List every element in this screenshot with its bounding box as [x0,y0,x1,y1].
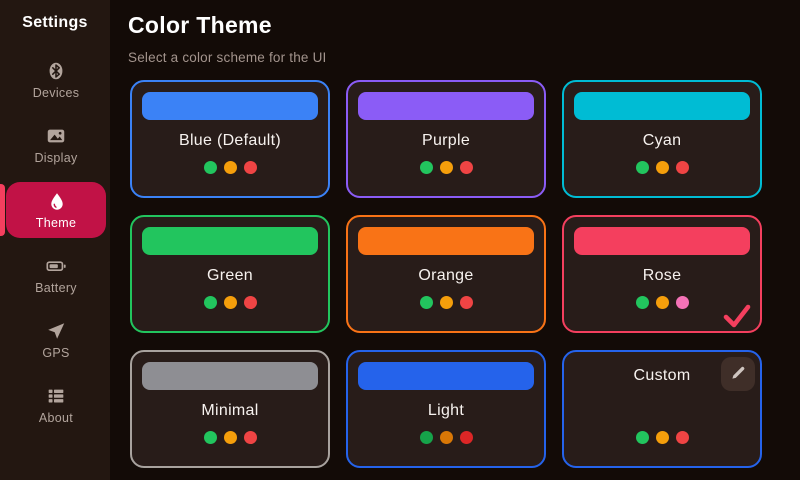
preview-dots [564,431,760,444]
preview-dots [348,296,544,309]
preview-dot [223,161,237,174]
theme-name: Minimal [201,402,259,419]
preview-dot [459,161,473,174]
preview-dot [675,296,689,309]
theme-card-purple[interactable]: Purple [346,80,546,198]
preview-dot [459,431,473,444]
theme-swatch [574,227,750,255]
theme-swatch [142,227,318,255]
droplet-icon [45,190,67,212]
sidebar-title: Settings [22,14,88,31]
preview-dot [635,161,649,174]
theme-swatch [358,362,534,390]
theme-grid: Blue (Default) Purple Cyan Green Orange Rose M… [130,80,762,468]
theme-name: Rose [642,267,682,284]
theme-name: Blue (Default) [178,132,282,149]
sidebar-item-label: GPS [42,346,70,360]
preview-dot [655,161,669,174]
page-subtitle: Select a color scheme for the UI [128,50,327,65]
preview-dot [223,296,237,309]
preview-dot [419,296,433,309]
preview-dot [203,161,217,174]
theme-swatch [358,92,534,120]
preview-dot [459,296,473,309]
theme-name: Light [427,402,465,419]
preview-dot [223,431,237,444]
preview-dot [439,161,453,174]
sidebar-item-gps[interactable]: GPS [6,312,106,368]
preview-dots [564,161,760,174]
sidebar-item-label: Display [34,151,78,165]
preview-dot [439,431,453,444]
sidebar-item-about[interactable]: About [6,377,106,433]
preview-dot [655,296,669,309]
sidebar-item-label: Theme [35,216,77,230]
preview-dot [203,431,217,444]
preview-dot [419,161,433,174]
preview-dot [419,431,433,444]
sidebar-item-label: Devices [32,86,80,100]
preview-dot [675,161,689,174]
active-indicator [0,184,5,236]
theme-card-minimal[interactable]: Minimal [130,350,330,468]
preview-dot [243,296,257,309]
sidebar-item-theme[interactable]: Theme [6,182,106,238]
bluetooth-icon [45,60,67,82]
theme-card-rose[interactable]: Rose [562,215,762,333]
selected-check-icon [722,303,752,330]
theme-card-blue[interactable]: Blue (Default) [130,80,330,198]
theme-card-cyan[interactable]: Cyan [562,80,762,198]
theme-name: Orange [418,267,474,284]
preview-dots [132,296,328,309]
preview-dot [203,296,217,309]
theme-swatch [358,227,534,255]
theme-swatch [142,362,318,390]
sidebar-item-devices[interactable]: Devices [6,52,106,108]
theme-card-light[interactable]: Light [346,350,546,468]
preview-dot [655,431,669,444]
theme-swatch [142,92,318,120]
preview-dots [132,161,328,174]
preview-dot [635,296,649,309]
edit-custom-theme-button[interactable] [721,357,755,391]
image-icon [45,125,67,147]
theme-card-orange[interactable]: Orange [346,215,546,333]
preview-dot [439,296,453,309]
navigation-icon [45,320,67,342]
preview-dot [675,431,689,444]
theme-swatch [574,92,750,120]
sidebar-item-label: About [38,411,74,425]
preview-dots [564,296,760,309]
theme-card-green[interactable]: Green [130,215,330,333]
theme-name: Cyan [642,132,682,149]
preview-dots [348,431,544,444]
sidebar: Settings Devices Display Theme Battery GPS Ab… [0,0,110,480]
battery-icon [45,255,67,277]
preview-dot [243,161,257,174]
page-title: Color Theme [128,12,272,38]
theme-name: Green [207,267,253,284]
list-icon [45,385,67,407]
preview-dot [243,431,257,444]
theme-card-custom[interactable]: Custom [562,350,762,468]
preview-dots [132,431,328,444]
theme-name: Purple [421,132,471,149]
pencil-icon [730,364,747,384]
sidebar-item-label: Battery [35,281,77,295]
preview-dots [348,161,544,174]
sidebar-item-battery[interactable]: Battery [6,247,106,303]
preview-dot [635,431,649,444]
theme-name: Custom [633,367,691,384]
sidebar-item-display[interactable]: Display [6,117,106,173]
